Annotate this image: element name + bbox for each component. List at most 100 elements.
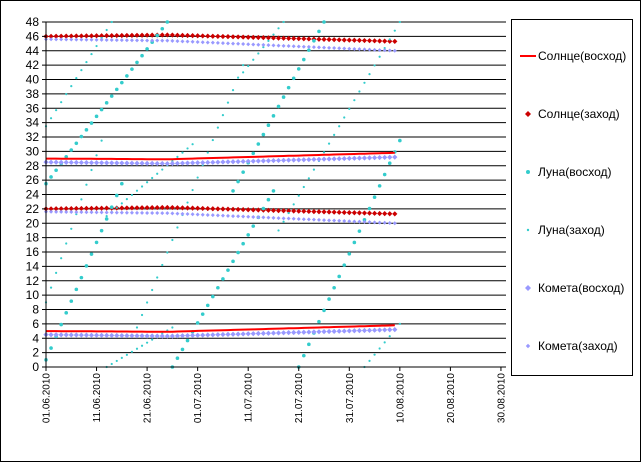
data-point <box>161 168 164 171</box>
data-point <box>316 36 322 42</box>
data-point <box>210 206 216 212</box>
x-tick-label: 01.06.2010 <box>42 373 53 423</box>
data-point <box>311 329 317 335</box>
x-tick-label: 11.07.2010 <box>244 373 255 423</box>
data-point <box>171 238 174 242</box>
data-point <box>129 38 134 43</box>
data-point <box>84 37 89 42</box>
data-point <box>251 224 256 228</box>
data-point <box>286 330 292 336</box>
data-point <box>53 33 59 39</box>
data-point <box>94 37 99 42</box>
data-point <box>200 205 206 212</box>
data-point <box>165 38 170 43</box>
data-point <box>296 157 302 163</box>
data-point <box>252 58 255 61</box>
data-point <box>265 35 272 41</box>
data-point <box>251 151 256 156</box>
data-point <box>275 35 282 41</box>
data-point <box>99 332 105 338</box>
data-point <box>236 214 241 219</box>
data-point <box>140 185 144 188</box>
data-point <box>169 204 175 211</box>
data-point <box>317 319 321 324</box>
data-point <box>382 38 388 44</box>
data-point <box>120 202 123 205</box>
data-point <box>296 208 302 214</box>
data-point <box>190 212 195 217</box>
data-point <box>135 347 139 350</box>
data-point <box>78 159 84 166</box>
data-point <box>70 227 73 230</box>
data-point <box>373 353 376 356</box>
data-point <box>134 38 139 43</box>
data-point <box>205 212 210 217</box>
data-point <box>296 329 302 335</box>
data-point <box>332 218 337 223</box>
data-point <box>155 211 160 216</box>
data-point <box>90 52 93 56</box>
data-point <box>184 332 191 339</box>
data-point <box>94 240 99 245</box>
data-point <box>114 160 120 166</box>
data-point <box>73 159 79 166</box>
data-point <box>362 47 367 52</box>
data-point <box>327 142 331 145</box>
data-point <box>114 193 119 198</box>
data-point <box>205 332 211 338</box>
data-point <box>99 160 105 166</box>
data-point <box>245 34 251 40</box>
data-point <box>83 160 90 166</box>
data-point <box>200 40 205 45</box>
data-point <box>341 37 347 43</box>
data-point <box>247 64 250 68</box>
data-point <box>236 76 240 79</box>
data-point <box>215 213 220 218</box>
data-point <box>205 40 210 45</box>
legend-item: Солнце(восход) <box>512 46 632 66</box>
data-point <box>382 48 387 53</box>
data-point <box>215 332 221 338</box>
data-point <box>49 37 54 42</box>
data-point <box>159 204 165 211</box>
data-point <box>272 33 275 36</box>
data-point <box>378 347 381 350</box>
data-point <box>255 207 261 213</box>
data-point <box>225 41 230 46</box>
series-1 <box>46 151 395 333</box>
data-point <box>69 148 74 152</box>
data-point <box>205 33 211 39</box>
data-point <box>382 327 388 333</box>
data-point <box>336 209 342 215</box>
data-point <box>184 205 191 211</box>
data-point <box>362 218 367 222</box>
data-point <box>245 158 251 164</box>
data-point <box>322 218 327 223</box>
data-point <box>241 42 246 47</box>
data-point <box>266 215 271 220</box>
data-point <box>261 132 266 137</box>
data-point <box>124 160 130 166</box>
data-point <box>79 134 84 139</box>
data-point <box>129 160 135 166</box>
data-point <box>60 257 63 260</box>
data-point <box>231 41 236 46</box>
data-point <box>282 20 285 24</box>
y-tick-label: 44 <box>26 44 40 58</box>
data-point <box>160 211 165 216</box>
data-point <box>215 206 221 212</box>
data-point <box>236 250 240 255</box>
data-point <box>48 206 54 212</box>
data-point <box>230 206 236 212</box>
data-point <box>277 27 280 30</box>
data-point <box>336 328 342 334</box>
series-2 <box>43 32 398 217</box>
data-point <box>311 156 317 163</box>
data-point <box>331 37 337 43</box>
data-point <box>361 210 368 216</box>
data-point <box>337 218 342 223</box>
data-point <box>255 158 261 164</box>
data-point <box>129 205 135 211</box>
data-point <box>235 158 241 165</box>
